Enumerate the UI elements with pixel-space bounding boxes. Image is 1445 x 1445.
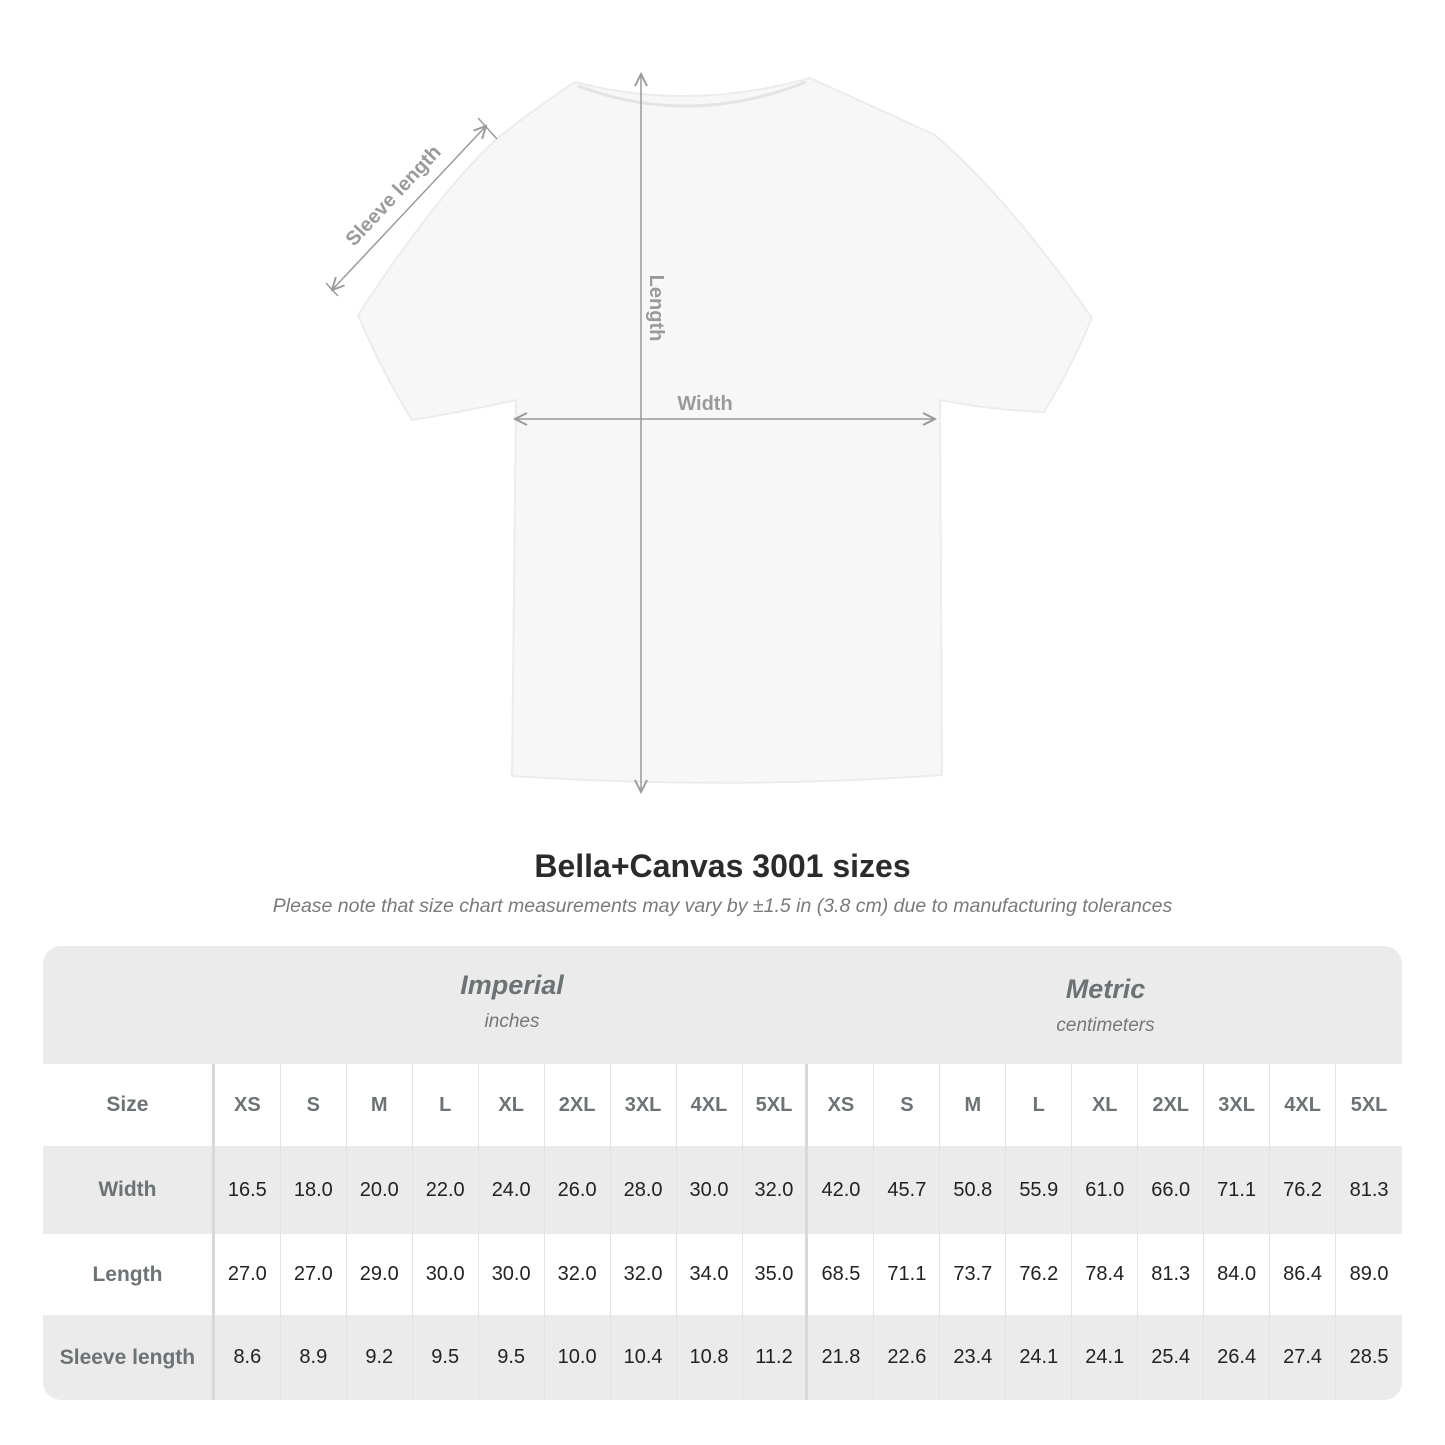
imperial-header: Imperial inches — [215, 970, 809, 1033]
imperial-value-cell: 30.0 — [413, 1234, 479, 1315]
imperial-value-cell: 27.0 — [215, 1234, 281, 1315]
metric-unit: centimeters — [1056, 1015, 1155, 1036]
metric-value-cell: 84.0 — [1204, 1234, 1271, 1315]
length-label: Length — [645, 275, 667, 342]
size-column-header: XS — [808, 1064, 875, 1146]
metric-value-cell: 71.1 — [874, 1234, 941, 1315]
metric-value-cell: 73.7 — [940, 1234, 1007, 1315]
size-column-header: 2XL — [1138, 1064, 1205, 1146]
imperial-value-cell: 10.4 — [611, 1315, 677, 1400]
metric-value-cell: 89.0 — [1349, 1263, 1389, 1285]
imperial-value-cell: 16.5 — [215, 1146, 281, 1234]
tolerance-note: Please note that size chart measurements… — [272, 895, 1173, 917]
imperial-value-cell: 10.8 — [677, 1315, 743, 1400]
size-column-header: 5XL — [743, 1064, 809, 1146]
metric-value-cell: 55.9 — [1006, 1146, 1073, 1234]
tshirt-diagram: Width Length Sleeve length — [325, 0, 1094, 820]
size-column-header: L — [413, 1064, 479, 1146]
metric-value-cell: 45.7 — [874, 1146, 941, 1234]
metric-value-cell: 76.2 — [1006, 1234, 1073, 1315]
size-label: Size — [43, 1064, 215, 1146]
metric-value-cell: 61.0 — [1072, 1146, 1139, 1234]
imperial-value-cell: 8.6 — [215, 1315, 281, 1400]
metric-value-cell: 66.0 — [1138, 1146, 1205, 1234]
metric-value-cell: 28.5 — [1349, 1346, 1389, 1368]
size-column-header: 5XL — [1350, 1093, 1388, 1116]
width-label: Width — [677, 393, 732, 415]
imperial-value-cell: 32.0 — [743, 1146, 809, 1234]
metric-value-cell: 86.4 — [1270, 1234, 1337, 1315]
size-column-header: XL — [1072, 1064, 1139, 1146]
imperial-title: Imperial — [460, 970, 564, 1000]
metric-value-cell: 24.1 — [1006, 1315, 1073, 1400]
size-column-header: S — [281, 1064, 347, 1146]
size-column-header: 3XL — [1204, 1064, 1271, 1146]
imperial-value-cell: 8.9 — [281, 1315, 347, 1400]
imperial-value-cell: 9.5 — [413, 1315, 479, 1400]
imperial-value-cell: 34.0 — [677, 1234, 743, 1315]
row-label: Length — [43, 1234, 215, 1315]
imperial-value-cell: 26.0 — [545, 1146, 611, 1234]
metric-value-cell: 21.8 — [808, 1315, 875, 1400]
imperial-value-cell: 20.0 — [347, 1146, 413, 1234]
size-column-header: M — [347, 1064, 413, 1146]
metric-value-cell: 23.4 — [940, 1315, 1007, 1400]
imperial-value-cell: 9.2 — [347, 1315, 413, 1400]
metric-value-cell: 24.1 — [1072, 1315, 1139, 1400]
imperial-value-cell: 28.0 — [611, 1146, 677, 1234]
metric-value-cell: 25.4 — [1138, 1315, 1205, 1400]
metric-value-cell: 81.3 — [1138, 1234, 1205, 1315]
table-row: Length 27.0 27.0 29.0 30.0 30.0 32.0 32.0 34.0 35… — [43, 1234, 1402, 1315]
row-label: Width — [43, 1146, 215, 1234]
size-column-header: L — [1006, 1064, 1073, 1146]
imperial-value-cell: 9.5 — [479, 1315, 545, 1400]
imperial-unit: inches — [484, 1011, 540, 1032]
metric-value-cell: 71.1 — [1204, 1146, 1271, 1234]
metric-value-cell: 22.6 — [874, 1315, 941, 1400]
metric-value-cell: 26.4 — [1204, 1315, 1271, 1400]
size-column-header: 4XL — [1270, 1064, 1337, 1146]
sleeve-length-arrow — [332, 126, 486, 290]
metric-value-cell: 42.0 — [808, 1146, 875, 1234]
size-column-header: 3XL — [611, 1064, 677, 1146]
size-column-header: M — [940, 1064, 1007, 1146]
imperial-value-cell: 10.0 — [545, 1315, 611, 1400]
metric-value-cell: 78.4 — [1072, 1234, 1139, 1315]
metric-value-cell: 76.2 — [1270, 1146, 1337, 1234]
size-column-header: 2XL — [545, 1064, 611, 1146]
size-column-header: XL — [479, 1064, 545, 1146]
imperial-value-cell: 30.0 — [677, 1146, 743, 1234]
imperial-value-cell: 35.0 — [743, 1234, 809, 1315]
size-column-header: S — [874, 1064, 941, 1146]
imperial-value-cell: 29.0 — [347, 1234, 413, 1315]
size-column-header: 4XL — [677, 1064, 743, 1146]
metric-header: Metric centimeters — [809, 974, 1402, 1037]
imperial-value-cell: 27.0 — [281, 1234, 347, 1315]
unit-header-band: Imperial inches Metric centimeters — [43, 946, 1402, 1064]
size-table: Imperial inches Metric centimeters Size X… — [43, 946, 1402, 1400]
imperial-value-cell: 32.0 — [545, 1234, 611, 1315]
tshirt-shape — [356, 76, 1094, 784]
metric-value-cell: 50.8 — [940, 1146, 1007, 1234]
imperial-value-cell: 18.0 — [281, 1146, 347, 1234]
size-header-row: Size XS S M L XL 2XL 3XL 4XL 5XL XS S M L XL 2XL 3XL 4XL 5… — [43, 1064, 1402, 1146]
imperial-value-cell: 24.0 — [479, 1146, 545, 1234]
imperial-value-cell: 22.0 — [413, 1146, 479, 1234]
metric-value-cell: 68.5 — [808, 1234, 875, 1315]
chart-title: Bella+Canvas 3001 sizes — [534, 848, 911, 884]
imperial-value-cell: 30.0 — [479, 1234, 545, 1315]
metric-value-cell: 27.4 — [1270, 1315, 1337, 1400]
row-label: Sleeve length — [43, 1315, 215, 1400]
table-row: Width 16.5 18.0 20.0 22.0 24.0 26.0 28.0 30.0 32.… — [43, 1146, 1402, 1234]
metric-value-cell: 81.3 — [1349, 1178, 1389, 1201]
size-column-header: XS — [215, 1064, 281, 1146]
table-row: Sleeve length 8.6 8.9 9.2 9.5 9.5 10.0 10.4 10.8… — [43, 1315, 1402, 1400]
metric-title: Metric — [1065, 974, 1146, 1004]
imperial-value-cell: 11.2 — [743, 1315, 809, 1400]
imperial-value-cell: 32.0 — [611, 1234, 677, 1315]
